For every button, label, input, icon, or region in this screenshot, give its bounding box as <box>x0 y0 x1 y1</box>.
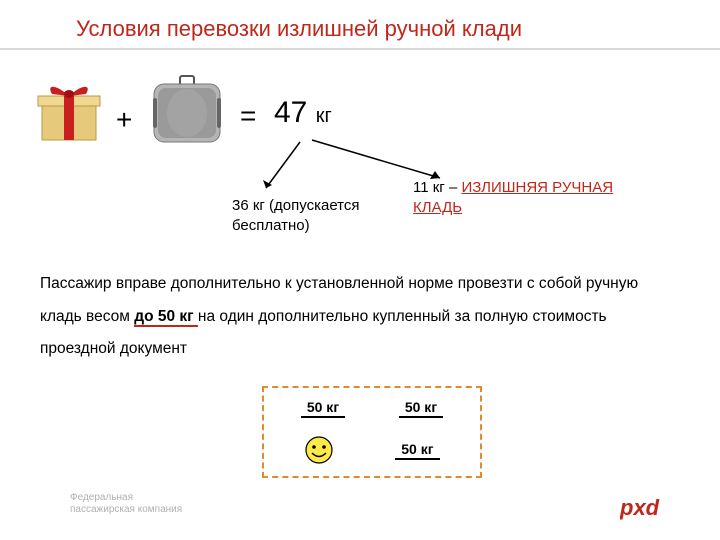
rzd-logo-icon: pxd <box>620 494 684 520</box>
footer-company: Федеральнаяпассажирская компания <box>70 492 182 516</box>
suitcase-icon <box>148 74 226 148</box>
excess-prefix: 11 кг – <box>413 179 461 196</box>
rule-paragraph: Пассажир вправе дополнительно к установл… <box>40 268 680 366</box>
paragraph-bold: до 50 кг <box>134 308 198 327</box>
box-label: 50 кг <box>399 399 443 418</box>
total-weight: 47 кг <box>274 96 332 130</box>
equals-sign: = <box>240 100 256 132</box>
page-title: Условия перевозки излишней ручной клади <box>76 16 522 42</box>
title-divider <box>0 48 720 50</box>
total-unit: кг <box>316 105 332 127</box>
smile-icon <box>304 435 334 465</box>
box-label: 50 кг <box>301 399 345 418</box>
arrow-left <box>260 140 310 196</box>
box-label: 50 кг <box>395 441 439 460</box>
weight-box: 50 кг 50 кг 50 кг <box>262 386 482 478</box>
free-allowance-label: 36 кг (допускается бесплатно) <box>232 196 382 235</box>
gift-icon <box>34 76 104 146</box>
plus-sign: + <box>116 104 132 136</box>
svg-text:pxd: pxd <box>620 495 660 520</box>
excess-label: 11 кг – ИЗЛИШНЯЯ РУЧНАЯ КЛАДЬ <box>413 178 653 217</box>
total-value: 47 <box>274 96 307 129</box>
